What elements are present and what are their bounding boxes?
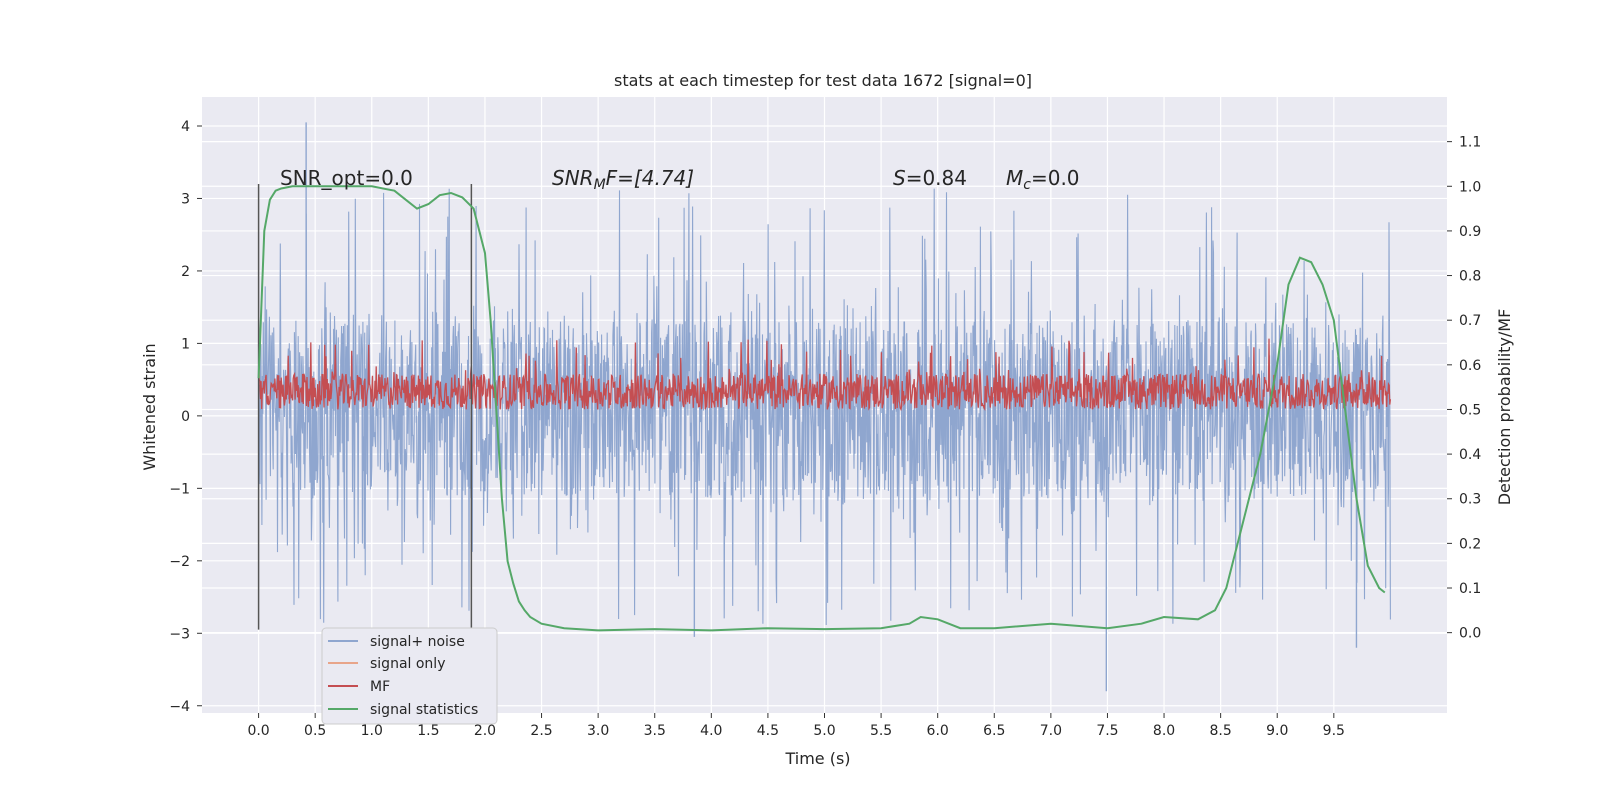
- annotation-mc-sub: c: [1023, 177, 1031, 193]
- annotation-snr-mf: SNRMF=[4.74]: [552, 166, 694, 193]
- y-tick-label: 0: [181, 409, 190, 425]
- x-tick-label: 1.5: [417, 723, 439, 739]
- signal-noise-trace: [258, 188, 1391, 626]
- annotation-s: S=0.84: [893, 166, 967, 190]
- y2-tick-label: 0.2: [1459, 536, 1481, 552]
- x-axis-label: Time (s): [784, 749, 850, 768]
- y2-tick-label: 0.9: [1459, 224, 1481, 240]
- x-tick-label: 0.0: [247, 723, 269, 739]
- x-tick-label: 3.5: [644, 723, 666, 739]
- series-signal-noise: [258, 122, 1391, 692]
- mf-trace: [257, 338, 1392, 412]
- series-mf: [257, 338, 1392, 412]
- x-tick-label: 8.5: [1210, 723, 1232, 739]
- x-tick-label: 8.0: [1153, 723, 1175, 739]
- y-tick-label: 2: [181, 264, 190, 280]
- y2-tick-label: 0.1: [1459, 581, 1481, 597]
- x-tick-label: 0.5: [304, 723, 326, 739]
- legend-label-mf: MF: [370, 679, 390, 695]
- annotation-snr-mf-base: SNR: [552, 166, 594, 190]
- annotation-s-rest: =0.84: [906, 166, 967, 190]
- legend-label-signal-noise: signal+ noise: [370, 634, 465, 650]
- y-tick-label: 4: [181, 119, 190, 135]
- x-tick-label: 2.0: [474, 723, 496, 739]
- y-tick-label: −1: [169, 481, 190, 497]
- vertical-markers: [257, 183, 473, 630]
- x-tick-label: 1.0: [361, 723, 383, 739]
- y-axis-label: Whitened strain: [140, 343, 159, 470]
- y2-tick-label: 0.0: [1459, 626, 1481, 642]
- x-tick-label: 6.5: [983, 723, 1005, 739]
- x-axis-ticks: 0.0 0.5 1.0 1.5 2.0 2.5 3.0 3.5 4.0 4.5 5.0 5.5 6.0 6…: [247, 713, 1345, 739]
- annotation-mc-base: M: [1006, 166, 1023, 190]
- legend-label-signal-only: signal only: [370, 656, 445, 672]
- x-tick-label: 2.5: [530, 723, 552, 739]
- annotation-mc: Mc=0.0: [1006, 166, 1080, 193]
- y2-tick-label: 0.4: [1459, 447, 1481, 463]
- chart-title: stats at each timestep for test data 167…: [614, 71, 1032, 90]
- annotation-snr-mf-rest: F=[4.74]: [606, 166, 694, 190]
- y2-tick-label: 0.6: [1459, 358, 1481, 374]
- y-tick-label: 3: [181, 191, 190, 207]
- y-tick-label: −2: [169, 554, 190, 570]
- x-tick-label: 6.0: [927, 723, 949, 739]
- x-tick-label: 9.0: [1266, 723, 1288, 739]
- y2-axis-ticks: 1.1 1.0 0.9 0.8 0.7 0.6 0.5 0.4 0.3 0.2 0.1 0.0: [1447, 135, 1481, 642]
- y2-tick-label: 1.0: [1459, 179, 1481, 195]
- x-tick-label: 5.5: [870, 723, 892, 739]
- series-signal-statistics: [257, 185, 1386, 632]
- x-tick-label: 3.0: [587, 723, 609, 739]
- legend: signal+ noise signal only MF signal stat…: [321, 627, 498, 725]
- y2-axis-label: Detection probability/MF: [1495, 309, 1514, 506]
- x-tick-label: 4.5: [757, 723, 779, 739]
- legend-label-signal-statistics: signal statistics: [370, 702, 478, 718]
- y-tick-label: −4: [169, 699, 190, 715]
- annotation-snr-opt: SNR_opt=0.0: [280, 166, 413, 190]
- y-tick-label: 1: [181, 336, 190, 352]
- annotation-s-italic: S: [893, 166, 906, 190]
- y-axis-ticks: 4 3 2 1 0 −1 −2 −3 −4: [169, 119, 202, 715]
- legend-box: [321, 627, 498, 725]
- x-tick-label: 9.5: [1323, 723, 1345, 739]
- y2-tick-label: 1.1: [1459, 135, 1481, 151]
- x-tick-label: 7.0: [1040, 723, 1062, 739]
- y2-tick-label: 0.7: [1459, 313, 1481, 329]
- y2-tick-label: 0.3: [1459, 492, 1481, 508]
- annotation-mc-rest: =0.0: [1031, 166, 1080, 190]
- y2-tick-label: 0.5: [1459, 402, 1481, 418]
- y2-tick-label: 0.8: [1459, 269, 1481, 285]
- x-tick-label: 4.0: [700, 723, 722, 739]
- x-tick-label: 5.0: [813, 723, 835, 739]
- y-tick-label: −3: [169, 626, 190, 642]
- annotation-snr-mf-sub: M: [594, 177, 606, 193]
- x-tick-label: 7.5: [1096, 723, 1118, 739]
